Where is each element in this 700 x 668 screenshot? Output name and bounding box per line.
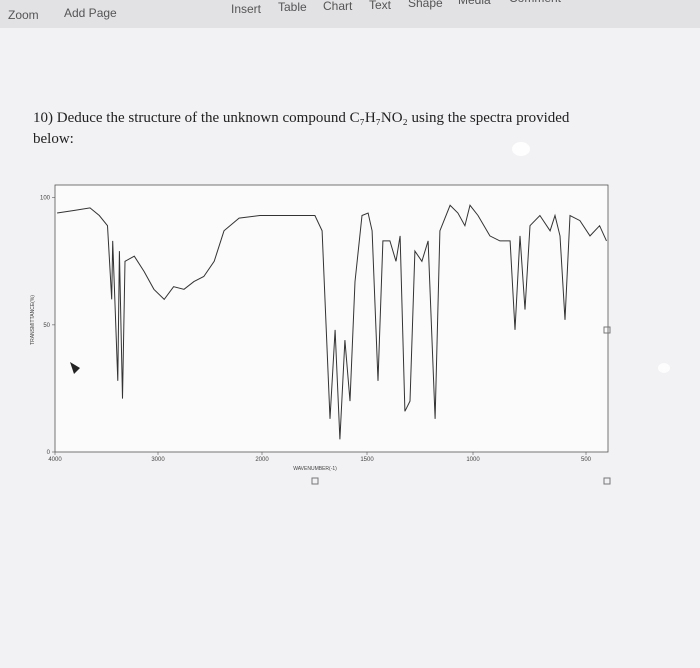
glare <box>658 363 670 373</box>
glare <box>512 142 530 156</box>
y-axis-label: TRANSMITTANCE(%) <box>30 295 36 345</box>
question-line: below: <box>33 131 74 147</box>
toolbar-button[interactable]: Media <box>458 0 491 7</box>
x-tick-label: 1500 <box>360 457 374 463</box>
toolbar-button[interactable]: Shape <box>408 0 443 10</box>
x-tick-label: 2000 <box>255 457 269 463</box>
y-tick-label: 50 <box>43 323 50 329</box>
handle <box>603 477 611 485</box>
y-tick-label: 100 <box>40 196 51 202</box>
x-axis-label: WAVENUMBER(-1) <box>293 466 337 472</box>
question-line: 10) Deduce the structure of the unknown … <box>33 110 570 126</box>
x-tick-label: 500 <box>581 457 592 463</box>
cursor <box>70 362 80 374</box>
toolbar-button[interactable]: Chart <box>323 0 353 13</box>
toolbar <box>0 0 700 28</box>
toolbar-button[interactable]: Comment <box>509 0 562 5</box>
toolbar-button[interactable]: Text <box>369 0 392 12</box>
handle <box>311 477 319 485</box>
y-tick-label: 0 <box>47 450 51 456</box>
x-tick-label: 4000 <box>48 457 62 463</box>
toolbar-button[interactable]: Zoom <box>8 8 39 22</box>
toolbar-button[interactable]: Table <box>278 0 307 14</box>
handle <box>603 326 611 334</box>
plot-frame <box>54 184 609 453</box>
toolbar-button[interactable]: Insert <box>231 2 262 16</box>
x-tick-label: 1000 <box>466 457 480 463</box>
x-tick-label: 3000 <box>151 457 165 463</box>
spectrum-line <box>57 204 607 440</box>
toolbar-button[interactable]: Add Page <box>64 6 117 20</box>
